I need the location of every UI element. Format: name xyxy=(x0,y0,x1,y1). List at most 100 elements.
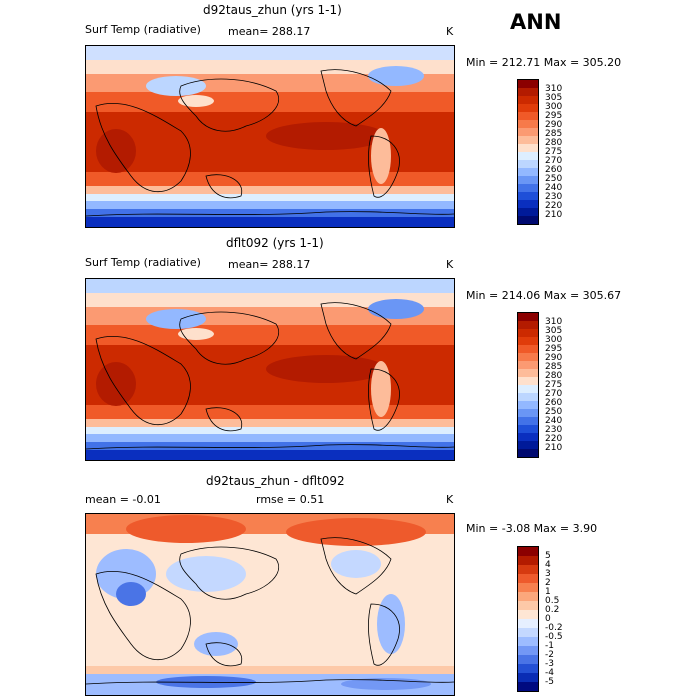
colorbar-label: 275 xyxy=(545,146,563,157)
colorbar-swatch xyxy=(518,393,538,401)
panel2-minmax: Min = 214.06 Max = 305.67 xyxy=(466,289,622,302)
colorbar-label: 0.2 xyxy=(545,604,560,615)
colorbar-swatch xyxy=(518,200,538,208)
colorbar-swatch xyxy=(518,337,538,345)
colorbar-label: 305 xyxy=(545,325,563,336)
colorbar-label: 210 xyxy=(545,209,563,220)
panel3-field xyxy=(86,514,454,695)
panel1-variable: Surf Temp (radiative) xyxy=(85,23,201,36)
colorbar-swatch xyxy=(518,433,538,441)
colorbar-label: -1 xyxy=(545,640,554,651)
colorbar-swatch xyxy=(518,152,538,160)
colorbar-label: 295 xyxy=(545,343,563,354)
colorbar-label: 290 xyxy=(545,119,563,130)
colorbar-label: -4 xyxy=(545,667,554,678)
panel3-map xyxy=(85,513,455,696)
colorbar-swatch xyxy=(518,369,538,377)
colorbar-swatch xyxy=(518,184,538,192)
colorbar-swatch xyxy=(518,128,538,136)
colorbar-label: 300 xyxy=(545,334,563,345)
colorbar-swatch xyxy=(518,144,538,152)
colorbar-label: 260 xyxy=(545,397,563,408)
colorbar-label: 270 xyxy=(545,388,563,399)
colorbar-swatch xyxy=(518,583,538,592)
colorbar-label: 290 xyxy=(545,352,563,363)
colorbar-label: 3 xyxy=(545,568,551,579)
panel2-title: dflt092 (yrs 1-1) xyxy=(226,236,324,250)
panel3-mean: mean = -0.01 xyxy=(85,493,161,506)
colorbar-label: -2 xyxy=(545,649,554,660)
colorbar-swatch xyxy=(518,160,538,168)
panel1-map xyxy=(85,45,455,228)
colorbar-swatch xyxy=(518,88,538,96)
colorbar-label: 1 xyxy=(545,586,551,597)
panel2-colorbar xyxy=(517,312,539,458)
colorbar-label: 5 xyxy=(545,550,551,561)
panel1-mean: mean= 288.17 xyxy=(228,25,311,38)
colorbar-label: 305 xyxy=(545,92,563,103)
colorbar-swatch xyxy=(518,313,538,321)
colorbar-swatch xyxy=(518,385,538,393)
panel2-field xyxy=(86,279,454,460)
colorbar-label: 310 xyxy=(545,83,563,94)
panel3-minmax: Min = -3.08 Max = 3.90 xyxy=(466,522,598,535)
colorbar-swatch xyxy=(518,120,538,128)
colorbar-label: 310 xyxy=(545,316,563,327)
colorbar-label: 240 xyxy=(545,415,563,426)
colorbar-swatch xyxy=(518,216,538,224)
colorbar-swatch xyxy=(518,628,538,637)
colorbar-swatch xyxy=(518,556,538,565)
colorbar-swatch xyxy=(518,547,538,556)
colorbar-label: 210 xyxy=(545,442,563,453)
colorbar-label: 4 xyxy=(545,559,551,570)
colorbar-swatch xyxy=(518,168,538,176)
colorbar-label: -5 xyxy=(545,676,554,687)
colorbar-label: 230 xyxy=(545,424,563,435)
panel3-rmse: rmse = 0.51 xyxy=(256,493,325,506)
colorbar-swatch xyxy=(518,574,538,583)
colorbar-label: 240 xyxy=(545,182,563,193)
panel1-title: d92taus_zhun (yrs 1-1) xyxy=(203,3,342,17)
panel3-title: d92taus_zhun - dflt092 xyxy=(206,474,345,488)
colorbar-label: 275 xyxy=(545,379,563,390)
colorbar-swatch xyxy=(518,682,538,691)
panel1-colorbar xyxy=(517,79,539,225)
colorbar-label: 285 xyxy=(545,361,563,372)
colorbar-swatch xyxy=(518,329,538,337)
colorbar-swatch xyxy=(518,401,538,409)
panel1-field xyxy=(86,46,454,227)
colorbar-label: 270 xyxy=(545,155,563,166)
panel3-colorbar xyxy=(517,546,539,692)
colorbar-swatch xyxy=(518,565,538,574)
colorbar-label: 220 xyxy=(545,433,563,444)
colorbar-label: 250 xyxy=(545,406,563,417)
colorbar-swatch xyxy=(518,136,538,144)
colorbar-swatch xyxy=(518,361,538,369)
colorbar-swatch xyxy=(518,104,538,112)
colorbar-label: 280 xyxy=(545,137,563,148)
colorbar-label: -0.2 xyxy=(545,622,563,633)
colorbar-swatch xyxy=(518,96,538,104)
colorbar-swatch xyxy=(518,601,538,610)
colorbar-label: -3 xyxy=(545,658,554,669)
colorbar-label: 230 xyxy=(545,191,563,202)
colorbar-label: 300 xyxy=(545,101,563,112)
colorbar-label: 285 xyxy=(545,128,563,139)
panel2-map xyxy=(85,278,455,461)
colorbar-swatch xyxy=(518,377,538,385)
panel2-units: K xyxy=(446,258,454,271)
colorbar-swatch xyxy=(518,176,538,184)
season-label: ANN xyxy=(510,10,562,34)
colorbar-label: 295 xyxy=(545,110,563,121)
colorbar-label: 280 xyxy=(545,370,563,381)
colorbar-label: 250 xyxy=(545,173,563,184)
panel1-minmax: Min = 212.71 Max = 305.20 xyxy=(466,56,622,69)
panel3-units: K xyxy=(446,493,454,506)
colorbar-label: -0.5 xyxy=(545,631,563,642)
colorbar-swatch xyxy=(518,425,538,433)
colorbar-swatch xyxy=(518,321,538,329)
colorbar-label: 0.5 xyxy=(545,595,560,606)
colorbar-swatch xyxy=(518,353,538,361)
colorbar-swatch xyxy=(518,80,538,88)
colorbar-label: 220 xyxy=(545,200,563,211)
